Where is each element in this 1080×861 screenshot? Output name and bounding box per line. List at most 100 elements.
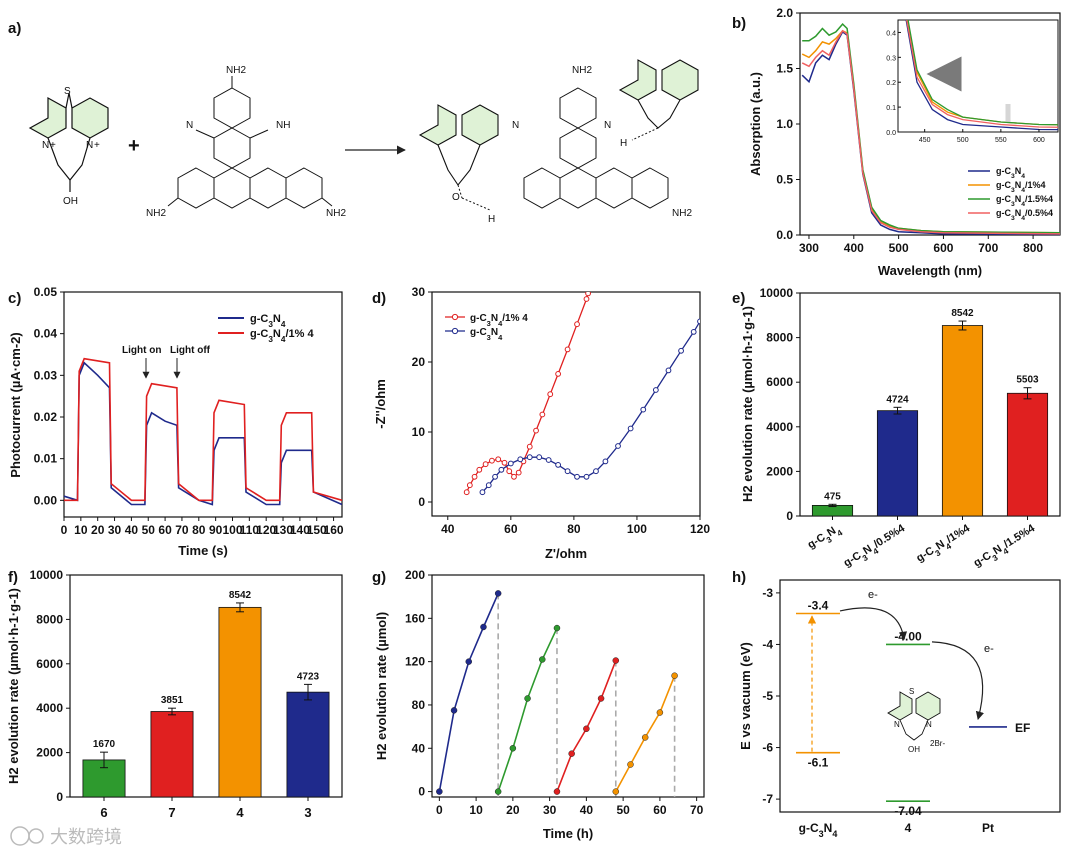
e-category-3: g-C3N4/1.5%4 <box>972 522 1040 573</box>
panel-e-plot: 0 2000 4000 6000 8000 10000 475 g-C3N4 4724 g-C3N… <box>760 286 1049 573</box>
panel-h-plot: -3 -4 -5 -6 -7 g-C3N4 4 Pt -3.4 -6.1 -4.00 -7.04 EF e… <box>762 586 1030 839</box>
g-ytick-label-1: 40 <box>412 741 426 755</box>
f-category-2: 4 <box>236 805 244 820</box>
h-electron-label-1: e- <box>984 643 994 655</box>
panel-b: b) 300 400 500 600 700 800 0.0 0.5 1.0 1.5 2.0 Wav… <box>732 6 1061 278</box>
panel-c: c) 0 10 20 30 40 50 60 70 80 90 100110120130140150… <box>8 285 344 558</box>
d-point-1-13 <box>593 468 599 475</box>
watermark: 大数跨境 <box>10 826 122 847</box>
d-point-0-0 <box>463 489 470 496</box>
c-xtick-label-3: 30 <box>108 523 122 537</box>
g-point-0-1 <box>450 707 458 714</box>
melon-N: N <box>186 120 193 131</box>
f-ytick-label-0: 0 <box>56 790 63 804</box>
panel-g-xlabel: Time (h) <box>543 826 593 841</box>
h-ytick-label-4: -7 <box>762 792 773 806</box>
f-data-label-2: 8542 <box>229 590 252 601</box>
f-bar-3 <box>286 691 330 798</box>
h-mol-N2: N <box>926 720 932 729</box>
d-series-group <box>463 292 700 496</box>
d-point-1-18 <box>652 387 659 393</box>
b-ytick-label-1: 0.5 <box>776 173 793 187</box>
e-category-2: g-C3N4/1%4 <box>914 522 974 568</box>
panel-h-molecule: S N N OH 2Br- <box>887 687 945 754</box>
panel-f-plot: 0 2000 4000 6000 8000 10000 1670 6 3851 7 8542 4 472… <box>30 568 330 820</box>
panel-f: f) 0 2000 4000 6000 8000 10000 1670 6 3851 7 8542 4… <box>6 568 343 820</box>
g-series-line-3 <box>615 675 676 792</box>
c-xtick-label-7: 70 <box>175 523 189 537</box>
g-point-1-3 <box>539 656 546 663</box>
b-inset-ytick-label-2: 0.2 <box>886 80 896 87</box>
c-xtick-label-14: 140 <box>290 523 310 537</box>
watermark-logo-icon <box>10 826 30 846</box>
f-bar-1 <box>150 711 194 798</box>
e-bar-3 <box>1006 392 1049 517</box>
g-point-3-4 <box>671 672 678 679</box>
d-ytick-label-2: 20 <box>412 355 426 369</box>
c-ytick-label-5: 0.05 <box>34 285 58 299</box>
d-point-0-19 <box>583 296 590 302</box>
g-point-0-2 <box>465 658 473 665</box>
h-level-label-2: -4.00 <box>894 629 922 643</box>
d-point-0-8 <box>506 468 513 475</box>
panel-g-ylabel: H2 evolution rate (µmol) <box>374 612 389 760</box>
panel-d-frame <box>431 291 701 517</box>
panel-h-ylabel: E vs vacuum (eV) <box>738 642 753 750</box>
panel-d-label: d) <box>372 290 386 307</box>
watermark-logo-icon-2 <box>28 828 44 844</box>
panel-e: e) 0 2000 4000 6000 8000 10000 475 g-C3N4 4724 g-… <box>732 286 1061 573</box>
f-category-1: 7 <box>168 805 175 820</box>
b-inset-xtick-label-1: 500 <box>957 137 969 144</box>
c-xtick-label-8: 80 <box>192 523 206 537</box>
d-point-1-10 <box>564 468 571 475</box>
panel-f-ylabel: H2 evolution rate (µmol·h-1·g-1) <box>6 588 21 784</box>
e-data-label-2: 8542 <box>951 308 974 319</box>
b-ytick-label-0: 0.0 <box>776 228 793 242</box>
g-point-1-2 <box>524 695 531 702</box>
light-on-label: Light on <box>122 345 161 356</box>
h-mol-OH: OH <box>908 745 920 754</box>
d-point-1-21 <box>690 329 697 335</box>
light-off-label: Light off <box>170 345 211 356</box>
melon-NH2-left: NH2 <box>146 208 166 219</box>
b-inset-series-3 <box>906 20 1058 128</box>
b-xtick-label-0: 300 <box>799 241 819 255</box>
g-series-line-1 <box>497 627 558 792</box>
b-xtick-label-4: 700 <box>978 241 998 255</box>
d-point-0-12 <box>526 443 533 450</box>
c-xtick-label-2: 20 <box>91 523 105 537</box>
panel-e-frame <box>799 292 1061 517</box>
c-legend-label-0: g-C3N4 <box>250 313 286 329</box>
c-xtick-label-0: 0 <box>61 523 68 537</box>
d-point-1-4 <box>507 460 514 467</box>
h-level-label-4: EF <box>1015 721 1030 735</box>
d-xtick-label-4: 120 <box>690 522 710 536</box>
b-inset-xtick-label-2: 550 <box>995 137 1007 144</box>
g-ytick-label-4: 160 <box>405 611 425 625</box>
f-ytick-label-2: 4000 <box>36 701 63 715</box>
g-xtick-label-4: 40 <box>580 803 594 817</box>
h-category-0: g-C3N4 <box>799 821 838 839</box>
panel-h-frame <box>779 579 1061 813</box>
mol4-N2: N <box>86 140 93 151</box>
b-legend-label-3: g-C3N4/0.5%4 <box>996 208 1053 222</box>
d-point-1-7 <box>536 454 543 461</box>
g-xtick-label-0: 0 <box>436 803 443 817</box>
b-inset-ytick-label-0: 0.0 <box>886 130 896 137</box>
b-xtick-label-3: 600 <box>933 241 953 255</box>
melon-structure <box>167 76 333 209</box>
h-level-label-3: -7.04 <box>894 804 922 818</box>
c-xtick-label-13: 130 <box>273 523 293 537</box>
d-xtick-label-1: 60 <box>504 522 518 536</box>
b-inset-series-0 <box>905 20 1058 131</box>
g-point-1-4 <box>553 624 561 632</box>
c-xtick-label-6: 60 <box>158 523 172 537</box>
d-point-1-16 <box>627 425 634 432</box>
c-xtick-label-4: 40 <box>125 523 139 537</box>
d-ytick-label-1: 10 <box>412 425 426 439</box>
e-ytick-label-1: 2000 <box>766 464 793 478</box>
mol4-charge-2: + <box>94 140 100 151</box>
panel-h: h) -3 -4 -5 -6 -7 g-C3N4 4 Pt -3.4 -6.1 -4.00 -7.04… <box>732 569 1061 839</box>
g-point-2-1 <box>568 750 575 757</box>
